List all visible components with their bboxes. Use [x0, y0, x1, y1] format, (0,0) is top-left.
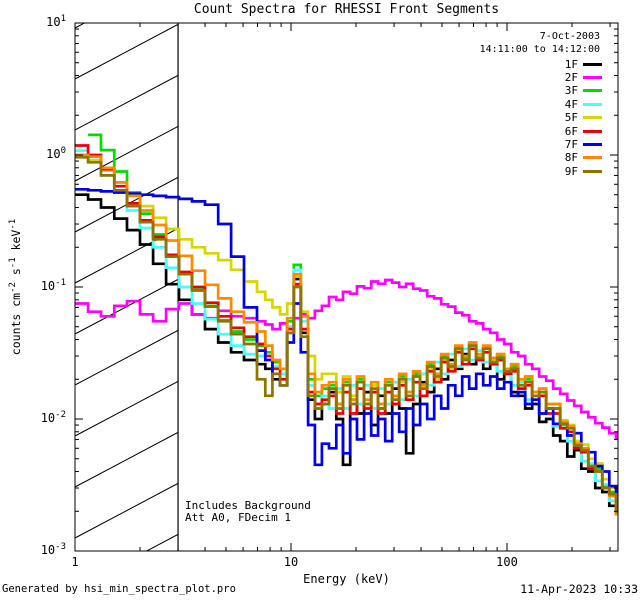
legend-item-1F: 1F [480, 57, 602, 71]
legend-item-8F: 8F [480, 151, 602, 165]
legend-label: 7F [564, 137, 578, 151]
legend-item-5F: 5F [480, 111, 602, 125]
legend-swatch [583, 142, 602, 146]
curve-4F [75, 149, 618, 510]
legend-label: 2F [564, 70, 578, 84]
legend-swatch [583, 129, 602, 133]
legend-item-9F: 9F [480, 164, 602, 178]
legend-label: 5F [564, 111, 578, 125]
curve-8F [75, 153, 618, 516]
x-tick-label: 100 [496, 555, 518, 569]
y-tick-label: 100 [46, 146, 66, 161]
x-axis-label: Energy (keV) [303, 572, 390, 586]
legend-label: 3F [564, 84, 578, 98]
legend-label: 1F [564, 57, 578, 71]
legend-label: 6F [564, 124, 578, 138]
legend-item-4F: 4F [480, 97, 602, 111]
y-tick-label: 10-2 [40, 410, 66, 425]
curve-2F [75, 278, 618, 440]
y-tick-label: 10-1 [40, 278, 66, 293]
legend-item-3F: 3F [480, 84, 602, 98]
legend-swatch [583, 156, 602, 160]
time-range-label: 14:11:00 to 14:12:00 [479, 44, 600, 55]
y-tick-label: 10-3 [40, 542, 66, 557]
legend-label: 4F [564, 97, 578, 111]
footer-generator: Generated by hsi_min_spectra_plot.pro [2, 583, 236, 595]
hatched-region [75, 23, 179, 551]
legend-item-7F: 7F [480, 137, 602, 151]
legend-swatch [583, 169, 602, 173]
date-label: 7-Oct-2003 [539, 31, 600, 42]
footer-timestamp: 11-Apr-2023 10:33 [520, 582, 638, 596]
curve-9F [75, 155, 618, 513]
legend-item-6F: 6F [480, 124, 602, 138]
curves [75, 133, 618, 516]
legend-label: 8F [564, 151, 578, 165]
annotation-attenuator-state: Att A0, FDecim 1 [185, 511, 291, 524]
axes [74, 22, 619, 552]
annotation-includes-background: Includes Background [185, 499, 311, 512]
curve-5F [75, 153, 618, 503]
y-tick-label: 101 [46, 14, 66, 29]
legend-swatch [583, 62, 602, 66]
legend-swatch [583, 89, 602, 93]
curve-1F [75, 193, 618, 516]
legend-swatch [583, 116, 602, 120]
legend-item-2F: 2F [480, 70, 602, 84]
curve-3F [88, 133, 618, 508]
x-tick-label: 10 [283, 555, 299, 569]
legend-label: 9F [564, 164, 578, 178]
x-tick-label: 1 [71, 555, 79, 569]
legend-swatch [583, 75, 602, 79]
plot-title: Count Spectra for RHESSI Front Segments [193, 2, 500, 17]
curve-7F [75, 187, 618, 496]
legend-swatch [583, 102, 602, 106]
